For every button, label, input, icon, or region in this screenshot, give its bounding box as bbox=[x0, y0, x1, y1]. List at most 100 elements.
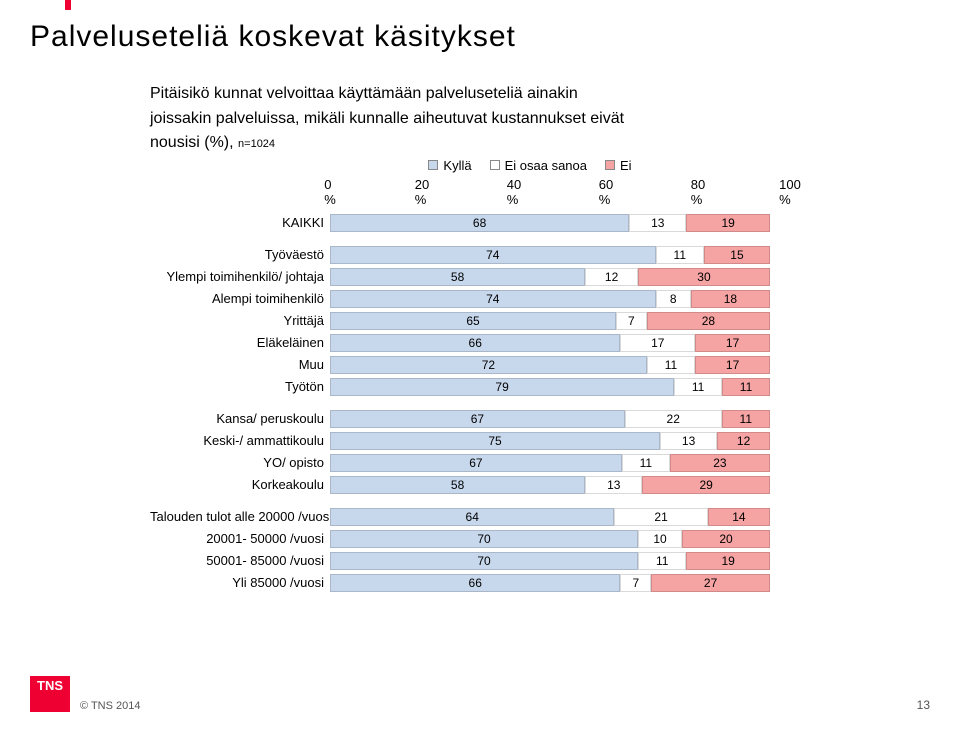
bar-segment: 7 bbox=[620, 574, 651, 592]
row-label: Alempi toimihenkilö bbox=[150, 291, 330, 306]
bar-track: 681319 bbox=[330, 214, 770, 232]
bar-segment: 28 bbox=[647, 312, 770, 330]
bar-segment: 66 bbox=[330, 574, 620, 592]
bar-segment: 15 bbox=[704, 246, 770, 264]
bar-segment: 74 bbox=[330, 246, 656, 264]
chart-legend: Kyllä Ei osaa sanoa Ei bbox=[150, 158, 910, 173]
bar-segment: 13 bbox=[660, 432, 717, 450]
bar-track: 671123 bbox=[330, 454, 770, 472]
row-label: Työväestö bbox=[150, 247, 330, 262]
bar-row: Korkeakoulu581329 bbox=[150, 475, 870, 495]
bar-segment: 22 bbox=[625, 410, 722, 428]
bar-segment: 11 bbox=[674, 378, 722, 396]
bar-segment: 68 bbox=[330, 214, 629, 232]
bar-segment: 72 bbox=[330, 356, 647, 374]
bar-segment: 19 bbox=[686, 552, 770, 570]
bar-group: Työväestö741115Ylempi toimihenkilö/ joht… bbox=[150, 245, 870, 399]
bar-segment: 58 bbox=[330, 268, 585, 286]
legend-label: Kyllä bbox=[443, 158, 471, 173]
bar-row: Talouden tulot alle 20000 /vuosi642114 bbox=[150, 507, 870, 527]
bar-segment: 13 bbox=[585, 476, 642, 494]
bar-segment: 58 bbox=[330, 476, 585, 494]
row-label: Työtön bbox=[150, 379, 330, 394]
legend-label: Ei osaa sanoa bbox=[505, 158, 587, 173]
copyright-text: © TNS 2014 bbox=[80, 700, 141, 712]
bar-segment: 29 bbox=[642, 476, 770, 494]
bar-track: 791111 bbox=[330, 378, 770, 396]
subtitle-n: n=1024 bbox=[238, 138, 275, 150]
subtitle-line: joissakin palveluissa, mikäli kunnalle a… bbox=[150, 109, 910, 130]
bar-track: 741115 bbox=[330, 246, 770, 264]
bar-row: Työväestö741115 bbox=[150, 245, 870, 265]
bar-segment: 12 bbox=[585, 268, 638, 286]
bar-row: 20001- 50000 /vuosi701020 bbox=[150, 529, 870, 549]
logo-text: TNS bbox=[30, 676, 70, 693]
bar-segment: 7 bbox=[616, 312, 647, 330]
bar-track: 672211 bbox=[330, 410, 770, 428]
bar-segment: 10 bbox=[638, 530, 682, 548]
bar-segment: 66 bbox=[330, 334, 620, 352]
row-label: Muu bbox=[150, 357, 330, 372]
bar-row: Yrittäjä65728 bbox=[150, 311, 870, 331]
row-label: Ylempi toimihenkilö/ johtaja bbox=[150, 269, 330, 284]
chart-area: 0 %20 %40 %60 %80 %100 % KAIKKI681319Työ… bbox=[150, 177, 870, 605]
bar-segment: 17 bbox=[695, 356, 770, 374]
bar-group: KAIKKI681319 bbox=[150, 213, 870, 235]
bar-row: 50001- 85000 /vuosi701119 bbox=[150, 551, 870, 571]
bar-segment: 75 bbox=[330, 432, 660, 450]
legend-swatch bbox=[490, 160, 500, 170]
bar-track: 721117 bbox=[330, 356, 770, 374]
subtitle-line: Pitäisikö kunnat velvoittaa käyttämään p… bbox=[150, 84, 910, 105]
row-label: KAIKKI bbox=[150, 215, 330, 230]
x-axis: 0 %20 %40 %60 %80 %100 % bbox=[330, 177, 790, 207]
bar-segment: 20 bbox=[682, 530, 770, 548]
bar-segment: 74 bbox=[330, 290, 656, 308]
bar-segment: 70 bbox=[330, 530, 638, 548]
row-label: Yrittäjä bbox=[150, 313, 330, 328]
bar-segment: 11 bbox=[722, 410, 770, 428]
legend-item: Ei bbox=[605, 158, 632, 173]
bar-segment: 21 bbox=[614, 508, 707, 526]
page-title: Palveluseteliä koskevat käsitykset bbox=[30, 20, 910, 54]
row-label: Eläkeläinen bbox=[150, 335, 330, 350]
bar-track: 74818 bbox=[330, 290, 770, 308]
bar-row: Eläkeläinen661717 bbox=[150, 333, 870, 353]
bar-track: 66727 bbox=[330, 574, 770, 592]
legend-item: Ei osaa sanoa bbox=[490, 158, 587, 173]
slide-page: Palveluseteliä koskevat käsitykset Pitäi… bbox=[0, 0, 960, 732]
row-label: 20001- 50000 /vuosi bbox=[150, 531, 330, 546]
bar-segment: 11 bbox=[647, 356, 695, 374]
bar-row: YO/ opisto671123 bbox=[150, 453, 870, 473]
bar-segment: 67 bbox=[330, 410, 625, 428]
bar-group: Talouden tulot alle 20000 /vuosi64211420… bbox=[150, 507, 870, 595]
bar-segment: 17 bbox=[695, 334, 770, 352]
row-label: Korkeakoulu bbox=[150, 477, 330, 492]
bar-segment: 18 bbox=[691, 290, 770, 308]
bar-track: 642114 bbox=[330, 508, 770, 526]
bar-track: 701020 bbox=[330, 530, 770, 548]
bar-segment: 64 bbox=[330, 508, 614, 526]
bar-track: 65728 bbox=[330, 312, 770, 330]
bar-segment: 17 bbox=[620, 334, 695, 352]
bar-track: 581230 bbox=[330, 268, 770, 286]
row-label: Kansa/ peruskoulu bbox=[150, 411, 330, 426]
legend-swatch bbox=[605, 160, 615, 170]
bar-segment: 11 bbox=[638, 552, 686, 570]
bar-row: Yli 85000 /vuosi66727 bbox=[150, 573, 870, 593]
legend-swatch bbox=[428, 160, 438, 170]
subtitle-line: nousisi (%), n=1024 bbox=[150, 134, 910, 152]
bar-group: Kansa/ peruskoulu672211Keski-/ ammattiko… bbox=[150, 409, 870, 497]
row-label: 50001- 85000 /vuosi bbox=[150, 553, 330, 568]
bar-segment: 79 bbox=[330, 378, 674, 396]
bar-segment: 12 bbox=[717, 432, 770, 450]
row-label: Yli 85000 /vuosi bbox=[150, 575, 330, 590]
row-label: Keski-/ ammattikoulu bbox=[150, 433, 330, 448]
bar-row: Muu721117 bbox=[150, 355, 870, 375]
bar-track: 581329 bbox=[330, 476, 770, 494]
bar-segment: 11 bbox=[622, 454, 670, 472]
legend-label: Ei bbox=[620, 158, 632, 173]
bar-segment: 8 bbox=[656, 290, 691, 308]
bar-track: 701119 bbox=[330, 552, 770, 570]
slide-footer: TNS © TNS 2014 13 bbox=[30, 676, 930, 712]
bar-segment: 11 bbox=[656, 246, 704, 264]
